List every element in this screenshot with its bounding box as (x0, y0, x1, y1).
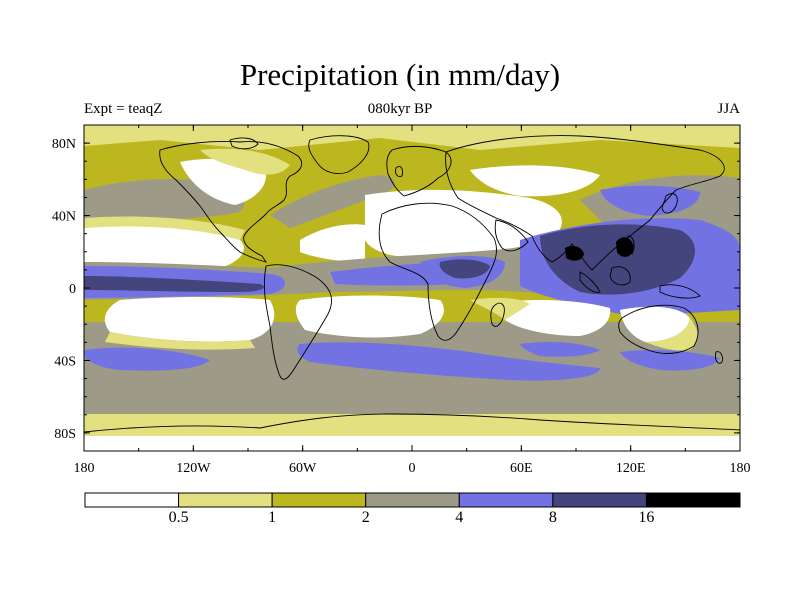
lat-tick-label: 80S (54, 427, 76, 442)
colorbar-swatch (84, 492, 180, 508)
axis-ticks: 180 120W 60W 0 60E 120E 180 80N 40N 0 40S 80S (52, 124, 751, 476)
field-itcz-heavy (84, 276, 264, 292)
coast-philippines (626, 235, 635, 255)
field-npac-dry (84, 225, 244, 268)
lon-tick-label: 180 (74, 461, 95, 476)
lon-tick-label: 120W (176, 461, 211, 476)
field-antarctic-dry (84, 436, 740, 451)
precipitation-field (84, 125, 740, 451)
coast-uk (395, 165, 403, 177)
colorbar (84, 492, 741, 508)
field-so-purple-2 (297, 342, 600, 381)
field-arctic-light (84, 125, 740, 150)
coast-antarctica (84, 413, 740, 433)
colorbar-swatch (458, 492, 554, 508)
coast-north-america (159, 141, 303, 263)
field-bay-extreme (565, 246, 584, 261)
coast-newguinea (659, 284, 701, 299)
colorbar-label: 4 (455, 509, 464, 526)
coastlines (84, 135, 740, 433)
field-npac-light (84, 216, 245, 240)
lat-tick-label: 0 (69, 282, 76, 297)
field-so-purple-1 (84, 347, 210, 371)
experiment-label: Expt = teaqZ (84, 101, 163, 117)
field-satl-dry (295, 295, 444, 338)
coast-arctic-islands (229, 137, 259, 150)
lon-tick-label: 0 (409, 461, 416, 476)
field-sind-dry (500, 300, 611, 336)
colorbar-swatch (271, 492, 367, 508)
colorbar-label: 2 (361, 509, 370, 526)
coast-sumatra (579, 271, 601, 293)
colorbar-label: 16 (638, 509, 655, 526)
field-nam-light (200, 148, 290, 175)
field-spac-light (105, 332, 255, 350)
colorbar-swatch (552, 492, 647, 508)
colorbar-swatch (178, 492, 273, 508)
field-aus-light (645, 318, 698, 351)
colorbar-swatch (645, 492, 741, 508)
figure-title: Precipitation (in mm/day) (239, 57, 561, 92)
lat-tick-label: 40N (52, 210, 76, 225)
lat-tick-label: 80N (52, 137, 76, 152)
lat-tick-label: 40S (54, 354, 76, 369)
coast-madagascar (490, 302, 505, 327)
colorbar-label: 0.5 (168, 509, 189, 526)
field-sahara-dry (365, 189, 562, 258)
period-label: 080kyr BP (367, 101, 433, 117)
coast-arabia (494, 219, 529, 252)
field-so-purple-4 (520, 342, 600, 357)
field-so-purple-3 (620, 350, 720, 371)
field-sind-light (470, 297, 530, 320)
coast-europe (386, 145, 452, 197)
lon-tick-label: 180 (730, 461, 751, 476)
coast-newzealand (715, 351, 723, 364)
lon-tick-label: 60E (510, 461, 533, 476)
season-label: JJA (717, 101, 740, 117)
colorbar-label: 8 (548, 509, 557, 526)
coast-borneo (609, 266, 631, 286)
colorbar-swatch (365, 492, 460, 508)
field-aus-dry (620, 306, 690, 342)
coast-africa (378, 202, 497, 341)
field-natl-dry (300, 224, 365, 262)
coast-australia (618, 304, 699, 354)
field-antarctic-light (84, 414, 740, 436)
field-indo-heavy (540, 224, 695, 295)
field-africa-heavy (439, 259, 490, 279)
field-natl-grey (270, 175, 395, 228)
field-asia-dry (470, 165, 600, 197)
lon-tick-label: 120E (616, 461, 646, 476)
lon-tick-label: 60W (289, 461, 317, 476)
coast-south-america (263, 264, 332, 380)
coast-greenland (308, 135, 370, 175)
field-spac-dry (104, 297, 275, 342)
coast-asia (445, 135, 725, 271)
field-nam-dry (180, 158, 266, 205)
coast-japan (661, 193, 678, 214)
colorbar-label: 1 (268, 509, 277, 526)
